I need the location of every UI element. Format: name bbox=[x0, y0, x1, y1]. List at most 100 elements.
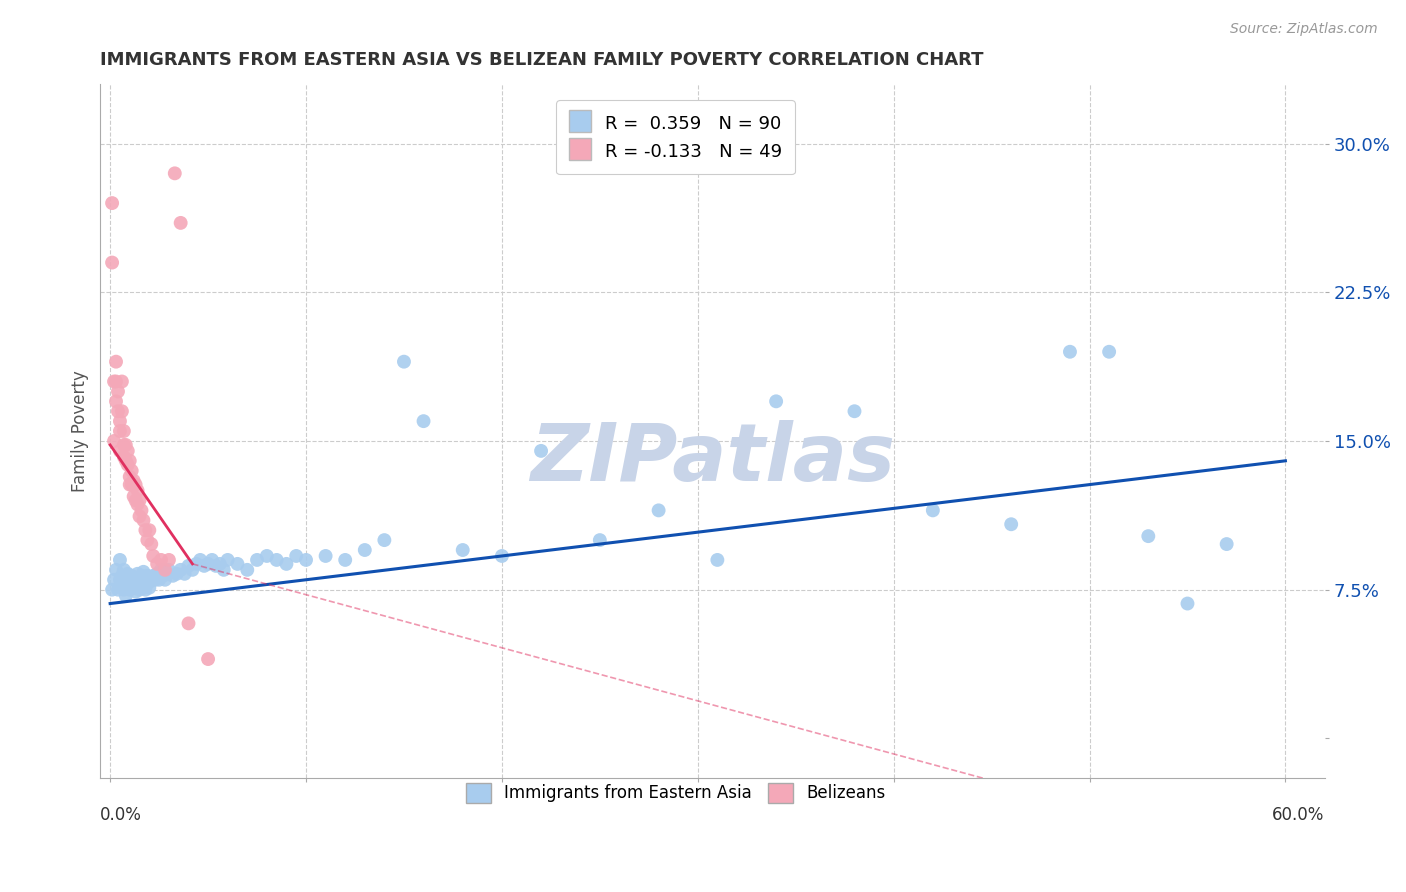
Point bbox=[166, 566, 188, 581]
Point bbox=[1000, 517, 1022, 532]
Point bbox=[121, 464, 143, 478]
Point bbox=[112, 424, 135, 438]
Point bbox=[157, 563, 180, 577]
Point bbox=[335, 553, 357, 567]
Point bbox=[276, 557, 298, 571]
Point bbox=[127, 483, 149, 498]
Point bbox=[128, 509, 150, 524]
Point bbox=[121, 576, 143, 591]
Point bbox=[105, 354, 128, 368]
Point bbox=[103, 375, 125, 389]
Point bbox=[530, 443, 553, 458]
Point bbox=[647, 503, 669, 517]
Point bbox=[114, 454, 136, 468]
Point bbox=[197, 557, 219, 571]
Point bbox=[108, 443, 131, 458]
Point bbox=[117, 581, 139, 595]
Point bbox=[188, 553, 211, 567]
Point bbox=[217, 553, 239, 567]
Point bbox=[295, 553, 318, 567]
Point bbox=[169, 216, 191, 230]
Point bbox=[124, 493, 146, 508]
Point bbox=[131, 576, 153, 591]
Point bbox=[124, 477, 146, 491]
Text: 60.0%: 60.0% bbox=[1272, 805, 1324, 823]
Point bbox=[101, 196, 124, 211]
Point bbox=[122, 490, 145, 504]
Point bbox=[112, 563, 135, 577]
Point bbox=[127, 497, 149, 511]
Point bbox=[1215, 537, 1237, 551]
Point bbox=[108, 424, 131, 438]
Point bbox=[111, 576, 134, 591]
Point bbox=[392, 354, 415, 368]
Point bbox=[105, 375, 128, 389]
Point bbox=[107, 384, 129, 399]
Point bbox=[153, 573, 176, 587]
Point bbox=[921, 503, 943, 517]
Y-axis label: Family Poverty: Family Poverty bbox=[72, 370, 89, 492]
Point bbox=[236, 563, 259, 577]
Point bbox=[589, 533, 612, 547]
Point bbox=[205, 558, 228, 573]
Point bbox=[373, 533, 395, 547]
Point bbox=[148, 573, 170, 587]
Point bbox=[127, 566, 149, 581]
Point bbox=[153, 563, 176, 577]
Point bbox=[121, 477, 143, 491]
Point bbox=[118, 582, 141, 597]
Point bbox=[143, 573, 166, 587]
Point bbox=[315, 549, 337, 563]
Point bbox=[156, 566, 179, 581]
Point bbox=[117, 443, 139, 458]
Point bbox=[134, 582, 156, 597]
Point bbox=[127, 579, 149, 593]
Point bbox=[177, 558, 200, 573]
Point bbox=[150, 553, 173, 567]
Point bbox=[1098, 344, 1121, 359]
Point bbox=[353, 543, 375, 558]
Point bbox=[112, 582, 135, 597]
Point bbox=[146, 557, 169, 571]
Point bbox=[121, 569, 143, 583]
Point bbox=[128, 573, 150, 587]
Point bbox=[138, 574, 160, 589]
Point bbox=[266, 553, 288, 567]
Point bbox=[138, 581, 160, 595]
Point bbox=[124, 584, 146, 599]
Point bbox=[124, 571, 146, 585]
Point bbox=[138, 523, 160, 537]
Point bbox=[169, 563, 191, 577]
Point bbox=[103, 434, 125, 448]
Point bbox=[141, 573, 163, 587]
Point bbox=[108, 573, 131, 587]
Point bbox=[111, 404, 134, 418]
Text: Source: ZipAtlas.com: Source: ZipAtlas.com bbox=[1230, 22, 1378, 37]
Point bbox=[706, 553, 728, 567]
Point bbox=[197, 652, 219, 666]
Point bbox=[1177, 597, 1199, 611]
Point bbox=[118, 454, 141, 468]
Point bbox=[128, 582, 150, 597]
Point bbox=[177, 616, 200, 631]
Point bbox=[105, 394, 128, 409]
Point bbox=[226, 557, 249, 571]
Point bbox=[146, 566, 169, 581]
Point bbox=[181, 563, 204, 577]
Point bbox=[150, 563, 173, 577]
Point bbox=[193, 558, 215, 573]
Point bbox=[152, 569, 174, 583]
Point bbox=[105, 563, 128, 577]
Point bbox=[107, 404, 129, 418]
Point bbox=[101, 255, 124, 269]
Point bbox=[132, 581, 155, 595]
Point bbox=[285, 549, 308, 563]
Point bbox=[765, 394, 787, 409]
Point bbox=[111, 375, 134, 389]
Point bbox=[1059, 344, 1081, 359]
Point bbox=[122, 474, 145, 488]
Point bbox=[844, 404, 866, 418]
Point bbox=[103, 573, 125, 587]
Point bbox=[107, 582, 129, 597]
Point bbox=[122, 581, 145, 595]
